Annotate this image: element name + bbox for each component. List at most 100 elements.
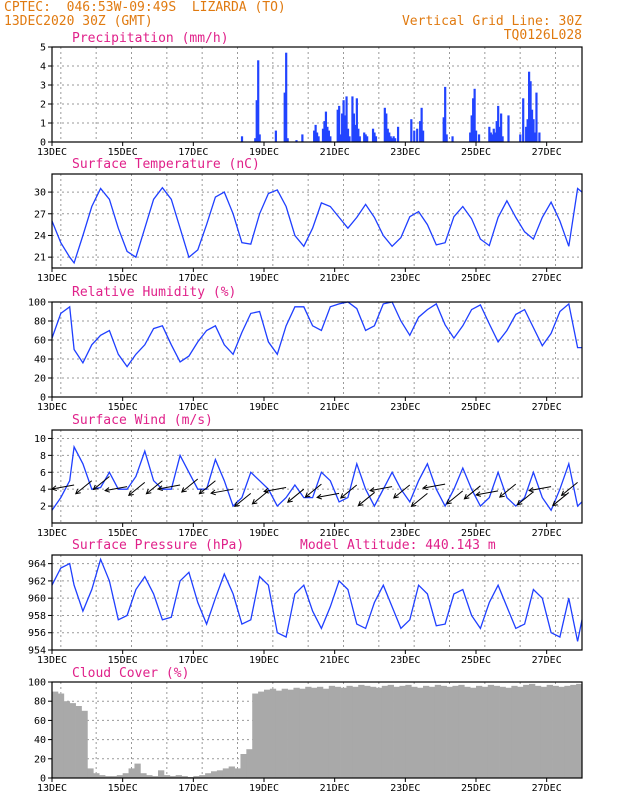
cloud-bar: [240, 754, 247, 778]
wind-arrow-head: [157, 485, 163, 491]
wind-arrow: [499, 483, 517, 498]
wind-arrow-head: [145, 488, 152, 495]
cloud-bar: [110, 776, 118, 778]
cloud-bar: [405, 684, 412, 778]
wind-arrow: [75, 480, 93, 495]
y-tick-label: 958: [28, 611, 46, 622]
cloud-bar: [570, 684, 577, 778]
y-tick-label: 4: [40, 485, 46, 496]
cloud-bar: [87, 768, 94, 778]
header-date: 13DEC2020 30Z (GMT): [4, 14, 153, 29]
x-tick-label: 13DEC: [37, 402, 67, 413]
precip-bar: [522, 98, 525, 142]
cloud-bar: [346, 685, 353, 778]
y-tick-label: 956: [28, 628, 46, 639]
wind-arrow: [199, 480, 216, 495]
precip-bar: [472, 98, 475, 142]
cloud-bar: [328, 685, 336, 778]
precip-bar: [286, 138, 289, 142]
y-tick-label: 962: [28, 576, 46, 587]
y-tick-label: 3: [40, 81, 46, 92]
precip-bar: [240, 136, 244, 142]
precip-bar: [475, 130, 478, 142]
wind-arrow: [561, 482, 578, 496]
precip-bar: [396, 126, 400, 142]
precip-bar: [338, 105, 341, 142]
cloud-bar: [146, 775, 153, 778]
cloud-bar: [222, 768, 230, 778]
series-line: [51, 301, 582, 368]
wind-arrow-head: [75, 488, 81, 495]
x-tick-label: 19DEC: [249, 528, 279, 539]
precip-bar: [489, 132, 492, 142]
panel-title: Surface Temperature (nC): [72, 157, 260, 172]
wind-arrow-head: [410, 501, 417, 508]
wind-arrow: [210, 488, 234, 494]
panel-title: Relative Humidity (%): [72, 285, 236, 300]
precip-bar: [469, 132, 472, 142]
cloud-bar: [352, 686, 359, 778]
wind-arrow: [464, 485, 481, 500]
cloud-bar: [499, 686, 506, 778]
precip-bar: [373, 132, 376, 142]
y-tick-label: 30: [34, 188, 46, 199]
cloud-bar: [517, 686, 524, 778]
x-tick-label: 21DEC: [320, 783, 350, 794]
wind-arrow: [146, 480, 163, 495]
cloud-bar: [163, 775, 171, 778]
x-tick-label: 25DEC: [461, 147, 491, 158]
cloud-bar: [452, 685, 459, 778]
x-tick-label: 17DEC: [178, 655, 208, 666]
x-tick-label: 13DEC: [37, 783, 67, 794]
cloud-bar: [169, 776, 177, 778]
cloud-bar: [269, 688, 277, 778]
cloud-bar: [193, 776, 200, 778]
precip-bar: [394, 138, 397, 142]
y-tick-label: 6: [40, 468, 46, 479]
x-tick-label: 13DEC: [37, 528, 67, 539]
y-tick-label: 0: [40, 138, 46, 149]
cloud-bar: [529, 683, 536, 778]
cloud-bar: [393, 686, 400, 778]
panel-title: Surface Wind (m/s): [72, 413, 213, 428]
header-grid-line: Vertical Grid Line: 30Z: [401, 14, 582, 29]
cloud-bar: [158, 770, 165, 778]
precip-bar: [494, 132, 497, 142]
precip-bar: [355, 98, 358, 142]
x-tick-label: 27DEC: [532, 655, 562, 666]
precip-bar: [257, 60, 260, 142]
panel-frame: [51, 46, 583, 143]
x-tick-label: 15DEC: [108, 783, 138, 794]
wind-arrow: [128, 482, 146, 496]
wind-arrow: [517, 491, 534, 506]
precip-bar: [366, 136, 369, 142]
precip-bar: [538, 132, 541, 142]
precip-bar: [477, 134, 481, 142]
wind-arrow-head: [499, 492, 505, 498]
precip-bar: [254, 138, 257, 142]
y-tick-label: 4: [40, 62, 46, 73]
precip-bar: [501, 136, 504, 142]
header-station: CPTEC: 046:53W-09:49S LIZARDA (TO): [4, 0, 286, 15]
wind-arrow-head: [393, 493, 399, 499]
cloud-bar: [252, 693, 259, 778]
wind-arrow: [51, 484, 75, 490]
x-tick-label: 15DEC: [108, 528, 138, 539]
wind-arrow: [411, 493, 428, 507]
y-tick-label: 2: [40, 502, 46, 513]
precip-bar: [383, 107, 386, 142]
x-tick-label: 27DEC: [532, 528, 562, 539]
wind-arrow-head: [104, 487, 110, 493]
cloud-bar: [576, 683, 583, 778]
wind-arrow-head: [475, 491, 481, 497]
x-tick-label: 13DEC: [37, 147, 67, 158]
cloud-bar: [381, 685, 389, 778]
wind-arrow-head: [128, 490, 134, 497]
cloud-bar: [322, 688, 330, 778]
y-tick-label: 960: [28, 594, 46, 605]
precip-bar: [374, 136, 378, 142]
x-tick-label: 27DEC: [532, 402, 562, 413]
x-tick-label: 27DEC: [532, 783, 562, 794]
x-tick-label: 21DEC: [320, 273, 350, 284]
cloud-bar: [458, 684, 465, 778]
